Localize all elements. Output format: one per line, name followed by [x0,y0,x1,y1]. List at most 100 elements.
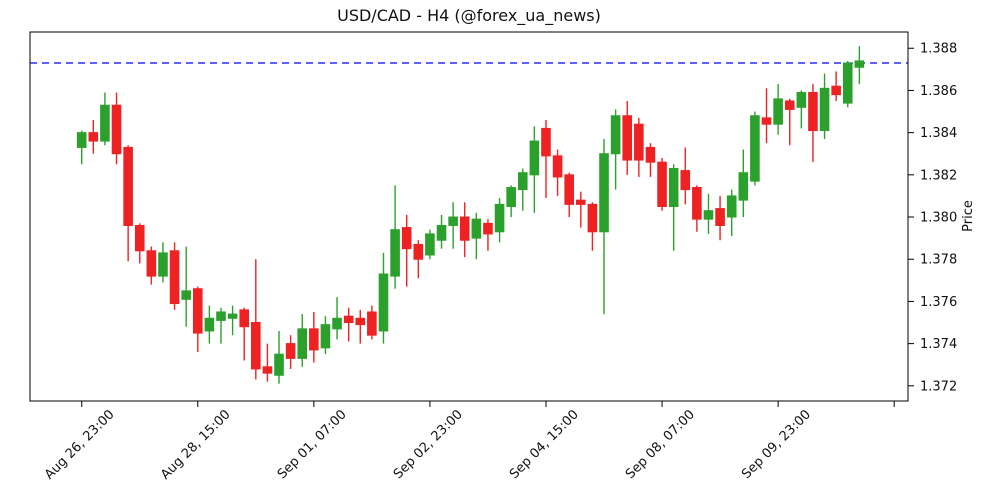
candle-body [808,92,818,132]
candle [645,143,656,177]
candle-body [750,115,760,182]
candle [459,202,470,258]
candle [158,242,168,283]
candle [146,246,157,285]
candle-body [552,155,563,178]
candle-body [134,224,145,252]
candle [726,189,737,237]
candle [413,240,424,279]
candle-body [459,216,470,241]
candle [622,100,633,175]
candle [610,109,621,190]
candle [332,297,342,340]
candle [796,90,807,129]
candle-body [285,343,296,359]
candle [192,286,203,353]
y-axis-label: Price [961,200,976,232]
candle-body [111,104,122,155]
candle [842,60,853,108]
y-tick-label: 1.372 [920,379,957,394]
candle [738,149,749,218]
candle-body [703,210,714,220]
candle [401,214,412,287]
candle [216,307,226,344]
candle [634,117,644,177]
candle-body [784,100,795,110]
candle [506,185,516,218]
candle [668,164,679,251]
candle-body [854,60,865,68]
candle-body [599,153,609,233]
candle [285,335,296,369]
candles-group [76,46,865,384]
candle-body [471,218,482,239]
candle [552,149,563,196]
candle-body [819,87,830,132]
candle-body [88,132,99,142]
candle [703,193,714,234]
candle [599,138,609,315]
candle-body [413,243,424,260]
candle-body [622,115,633,161]
candle-body [204,317,215,332]
y-tick-label: 1.388 [920,42,957,57]
candle-body [657,161,667,207]
candle [494,198,505,243]
candle [274,330,284,384]
candle-body [76,132,87,148]
candle [320,316,331,355]
candle [262,343,273,382]
candle-body [146,250,157,277]
candle-body [506,186,516,207]
candle-body [564,174,574,205]
chart-title: USD/CAD - H4 (@forex_ua_news) [337,6,601,26]
candle-body [390,229,400,277]
candle [181,246,191,327]
candle [239,307,250,361]
candle-body [355,317,366,326]
candle-body [831,85,841,96]
candle [692,185,702,232]
candle-body [715,208,725,226]
candle-body [251,322,261,370]
candle-body [343,315,354,324]
candle-body [378,273,389,332]
candle [483,219,493,251]
candle [576,191,586,228]
candle-body [239,309,250,328]
candle [784,98,795,146]
candle-body [320,324,331,349]
candle [378,252,389,344]
candle [471,212,482,260]
candle-body [262,366,273,374]
candle [309,311,319,363]
candle-body [436,224,447,241]
candle [854,46,865,85]
candle-body [274,353,284,376]
candle-body [297,328,308,359]
candle [529,126,540,213]
candle [88,119,99,154]
candle [251,259,261,380]
y-tick-label: 1.378 [920,253,957,268]
candle-body [517,172,528,191]
candle-body [192,288,203,334]
candle [367,305,377,340]
candle-body [216,311,226,321]
candle-body [123,146,133,226]
candle-body [227,313,238,319]
candle-body [773,98,783,125]
candle [343,307,354,342]
candle-body [332,317,342,330]
candle-body [796,92,807,108]
candle-body [738,172,749,201]
candle [123,145,133,262]
candle-body [576,199,586,205]
candle [517,168,528,211]
candle [680,147,691,205]
candle [564,172,574,218]
candle-body [680,170,691,191]
candle-body [587,203,598,233]
candle-body [529,140,540,176]
